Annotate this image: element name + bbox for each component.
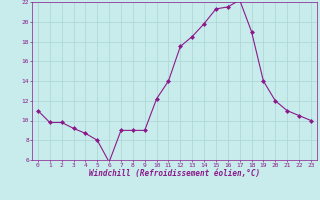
X-axis label: Windchill (Refroidissement éolien,°C): Windchill (Refroidissement éolien,°C) <box>89 169 260 178</box>
